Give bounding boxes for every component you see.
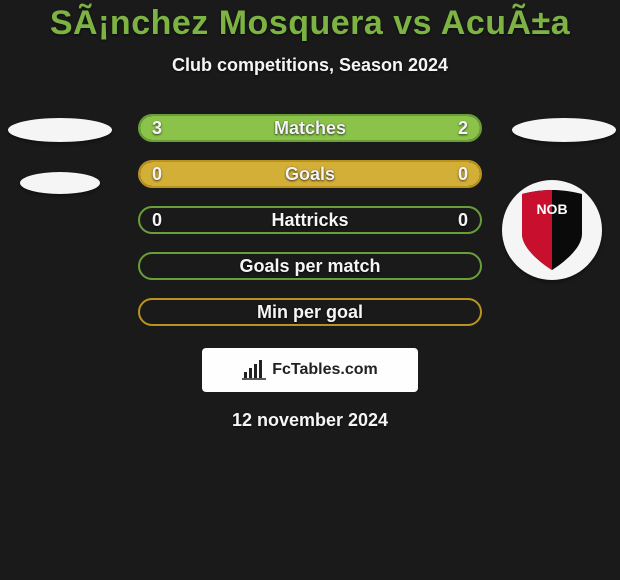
stat-value-right: 0 [458, 164, 468, 185]
stat-value-right: 2 [458, 118, 468, 139]
stat-value-right: 0 [458, 210, 468, 231]
stat-row: Hattricks0 0 [138, 206, 482, 234]
ellipse-icon [20, 172, 100, 194]
stat-row: Goals per match [138, 252, 482, 280]
comparison-card: SÃ¡nchez Mosquera vs AcuÃ±a Club competi… [0, 0, 620, 580]
stat-label: Min per goal [140, 302, 480, 323]
ellipse-icon [512, 118, 616, 142]
stat-row: Min per goal [138, 298, 482, 326]
source-badge: FcTables.com [202, 348, 418, 392]
stat-row: Goals0 0 [138, 160, 482, 188]
player2-club-logo-2: NOB [502, 180, 602, 280]
ellipse-icon [8, 118, 112, 142]
stat-value-left: 3 [152, 118, 162, 139]
nob-shield-icon: NOB [502, 180, 602, 280]
subtitle: Club competitions, Season 2024 [0, 55, 620, 76]
stat-label: Goals [140, 164, 480, 185]
source-badge-text: FcTables.com [272, 361, 378, 379]
bar-chart-icon [242, 360, 266, 380]
stat-label: Matches [140, 118, 480, 139]
stat-value-left: 0 [152, 164, 162, 185]
stat-label: Goals per match [140, 256, 480, 277]
page-title: SÃ¡nchez Mosquera vs AcuÃ±a [0, 4, 620, 43]
stat-value-left: 0 [152, 210, 162, 231]
svg-text:NOB: NOB [536, 201, 567, 217]
player1-club-logo-2 [20, 172, 120, 272]
date-label: 12 november 2024 [0, 410, 620, 431]
stat-label: Hattricks [140, 210, 480, 231]
stat-row: Matches3 2 [138, 114, 482, 142]
